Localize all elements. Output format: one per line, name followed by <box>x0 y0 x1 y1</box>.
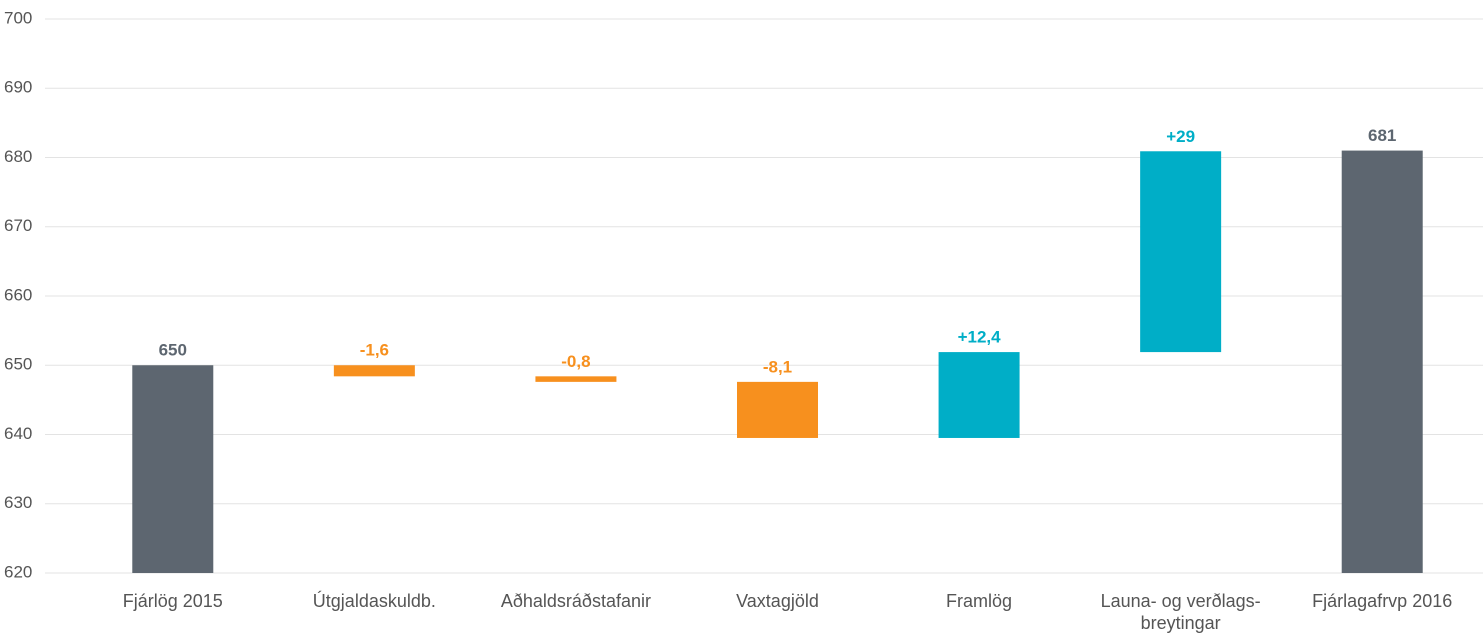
value-label: -1,6 <box>360 341 389 360</box>
bar <box>938 352 1020 438</box>
x-tick-label: Útgjaldaskuldb. <box>312 591 436 611</box>
value-label: -0,8 <box>561 352 590 371</box>
bar <box>1341 150 1423 573</box>
value-label: -8,1 <box>763 357 792 376</box>
x-tick-label: Aðhaldsráðstafanir <box>500 591 651 611</box>
bar <box>333 365 415 377</box>
bar <box>132 365 214 573</box>
value-label: +12,4 <box>958 328 1002 347</box>
y-tick-label: 700 <box>4 8 32 27</box>
value-label: 681 <box>1368 126 1396 145</box>
bar <box>535 376 617 382</box>
y-tick-label: 670 <box>4 216 32 235</box>
x-tick-label: Launa- og verðlags- breytingar <box>1100 591 1261 633</box>
y-tick-label: 680 <box>4 147 32 166</box>
y-tick-label: 660 <box>4 285 32 304</box>
value-label: 650 <box>159 341 187 360</box>
y-tick-label: 620 <box>4 562 32 581</box>
bar <box>737 381 818 438</box>
bar <box>1140 151 1222 353</box>
y-tick-label: 630 <box>4 493 32 512</box>
x-tick-label: Framlög <box>946 591 1013 611</box>
x-tick-label: Fjárlög 2015 <box>122 591 223 611</box>
y-tick-label: 650 <box>4 355 32 374</box>
x-tick-label: Fjárlagafrvp 2016 <box>1312 591 1453 611</box>
y-tick-label: 690 <box>4 78 32 97</box>
y-tick-label: 640 <box>4 424 32 443</box>
x-tick-label: Vaxtagjöld <box>736 591 819 611</box>
value-label: +29 <box>1166 127 1195 146</box>
